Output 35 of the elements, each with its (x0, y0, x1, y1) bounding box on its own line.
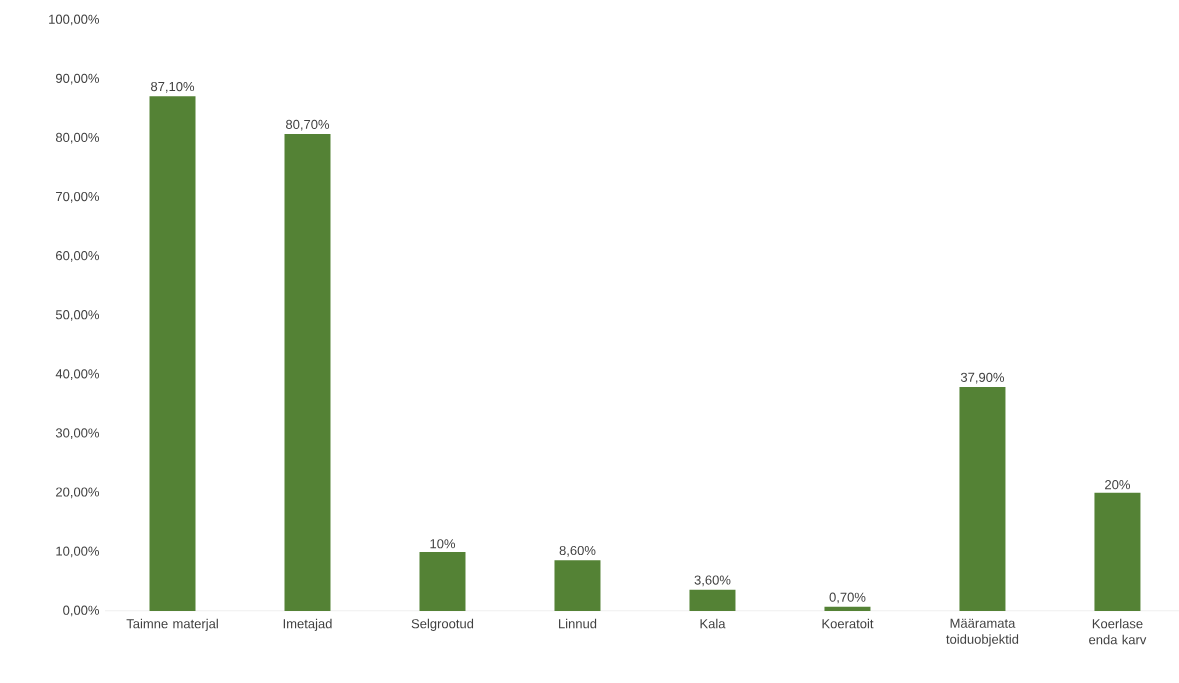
bar (419, 551, 466, 611)
x-tick-label: Selgrootud (411, 618, 474, 631)
bar (284, 134, 331, 611)
data-label: 80,70% (286, 119, 330, 131)
y-tick-label: 50,00% (55, 310, 100, 321)
data-label: 8,60% (559, 545, 596, 557)
data-label: 37,90% (960, 372, 1005, 384)
y-tick-label: 0,00% (63, 605, 100, 617)
y-tick-label: 60,00% (56, 251, 100, 262)
y-tick-label: 90,00% (56, 73, 100, 85)
bar (689, 589, 736, 611)
y-tick-label: 20,00% (56, 487, 100, 499)
y-tick-label: 30,00% (55, 428, 100, 440)
data-label: 3,60% (694, 575, 731, 587)
y-tick-label: 40,00% (55, 369, 100, 380)
x-tick-label: Koerlase enda karv (1089, 618, 1147, 645)
y-tick-label: 100,00% (49, 14, 100, 26)
x-tick-label: Taimne materjal (126, 618, 218, 631)
y-tick-label: 70,00% (56, 191, 100, 203)
data-label: 20% (1105, 480, 1131, 490)
x-tick-label: Koeratoit (822, 618, 874, 629)
data-label: 0,70% (829, 592, 866, 604)
bar (1094, 492, 1141, 611)
data-label: 10% (430, 539, 456, 549)
bar (554, 560, 601, 611)
bar (149, 96, 196, 611)
x-tick-label: Imetajad (283, 618, 332, 631)
y-tick-label: 80,00% (55, 132, 100, 144)
x-tick-label: Linnud (559, 618, 597, 629)
x-tick-label: Kala (700, 618, 726, 629)
y-tick-label: 10,00% (56, 546, 100, 558)
x-tick-label: Määramata toiduobjektid (946, 618, 1019, 647)
data-label: 87,10% (151, 81, 195, 93)
bar (824, 606, 871, 611)
bar (959, 387, 1006, 611)
